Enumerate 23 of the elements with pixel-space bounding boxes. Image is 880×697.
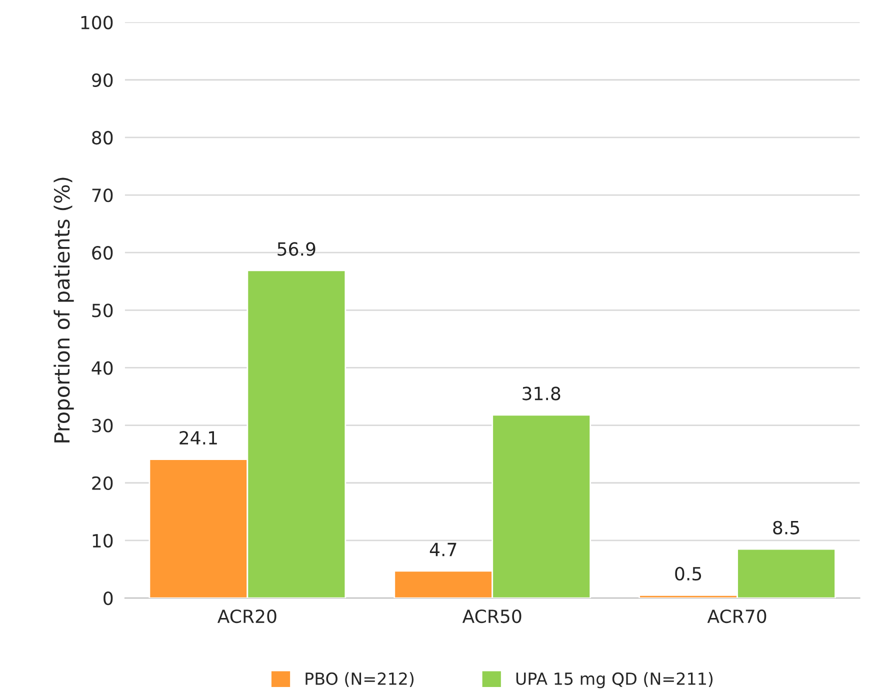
x-tick-label: ACR20: [217, 609, 276, 624]
data-label: 56.9: [278, 242, 316, 256]
legend-label: UPA 15 mg QD (N=211): [516, 672, 713, 688]
data-label: 31.8: [522, 386, 560, 400]
y-tick-label: 20: [92, 476, 113, 490]
data-label: 24.1: [180, 431, 217, 444]
y-tick-label: 50: [92, 304, 113, 318]
y-tick-label: 80: [92, 130, 113, 145]
y-tick-label: 40: [92, 361, 113, 375]
data-label: 8.5: [773, 520, 800, 534]
data-label: 0.5: [675, 566, 702, 581]
y-tick-label: 90: [92, 73, 113, 87]
y-tick-label: 100: [81, 16, 113, 30]
y-tick-label: 70: [92, 188, 113, 202]
y-axis-title: Proportion of patients (%): [54, 178, 74, 442]
y-tick-label: 10: [92, 534, 113, 548]
x-tick-label: ACR70: [707, 609, 766, 624]
y-tick-label: 30: [92, 418, 113, 432]
data-label: 4.7: [430, 542, 456, 556]
x-tick-label: ACR50: [462, 609, 522, 624]
y-tick-label: 60: [92, 246, 113, 260]
legend-label: PBO (N=212): [306, 672, 414, 687]
y-tick-label: 0: [104, 591, 113, 606]
